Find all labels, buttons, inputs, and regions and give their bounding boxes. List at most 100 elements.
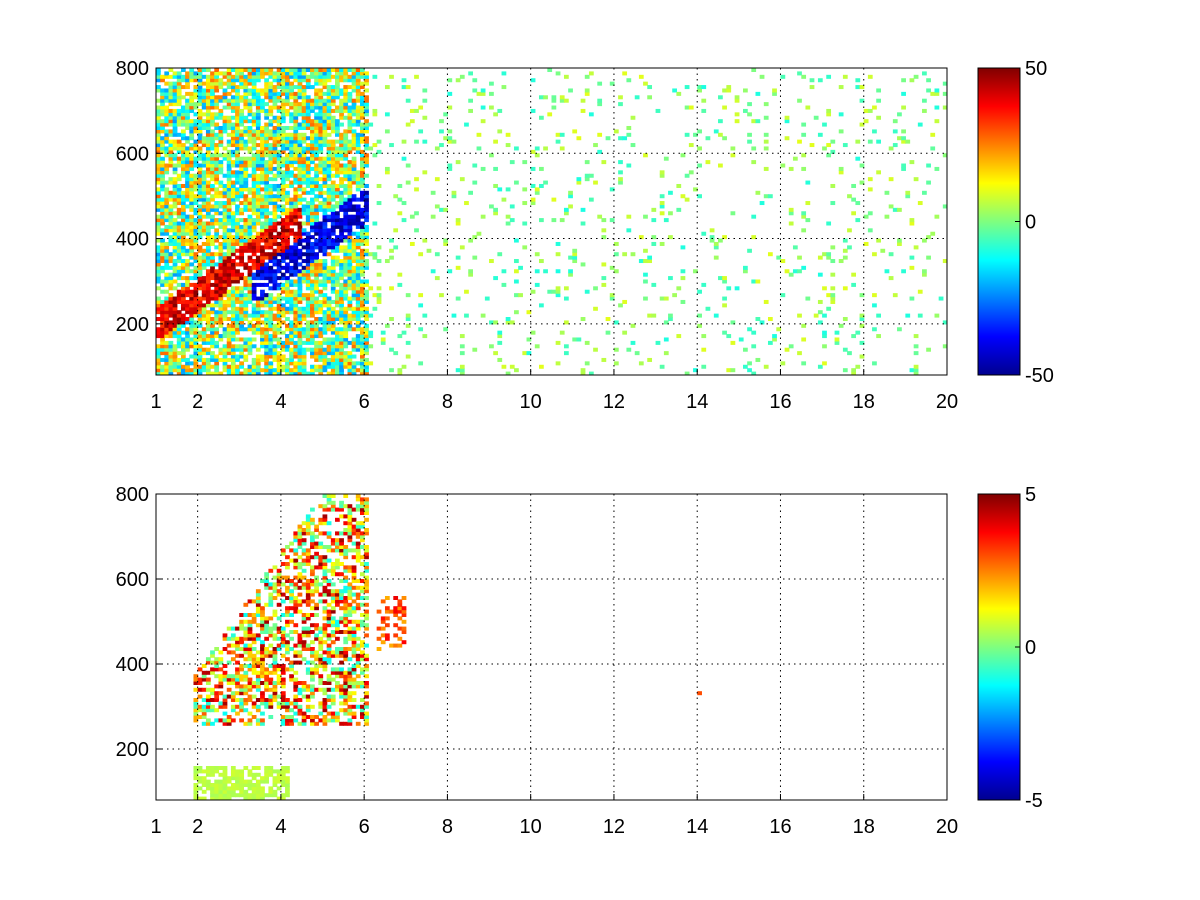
heatmap-cell	[351, 105, 357, 110]
heatmap-cell	[651, 218, 657, 223]
heatmap-cell	[534, 269, 540, 274]
heatmap-cell	[205, 98, 211, 103]
heatmap-cell	[330, 224, 336, 229]
heatmap-cell	[455, 160, 461, 165]
heatmap-cell	[235, 667, 240, 672]
heatmap-cell	[210, 667, 215, 672]
heatmap-cell	[293, 330, 299, 335]
heatmap-cell	[193, 221, 199, 226]
heatmap-cell	[205, 289, 211, 294]
heatmap-cell	[180, 238, 186, 243]
heatmap-cell	[251, 122, 257, 127]
heatmap-cell	[285, 248, 290, 253]
heatmap-cell	[210, 310, 215, 315]
heatmap-cell	[330, 218, 336, 223]
heatmap-cell	[343, 139, 349, 144]
heatmap-cell	[318, 146, 324, 151]
heatmap-cell	[418, 105, 424, 110]
heatmap-cell	[239, 231, 245, 236]
heatmap-cell	[359, 160, 365, 165]
heatmap-cell	[872, 293, 877, 298]
heatmap-cell	[172, 108, 178, 113]
heatmap-cell	[497, 334, 503, 339]
heatmap-cell	[539, 166, 544, 171]
heatmap-cell	[359, 136, 365, 141]
heatmap-cell	[905, 194, 911, 199]
heatmap-cell	[264, 204, 270, 209]
heatmap-cell	[210, 769, 215, 774]
heatmap-cell	[260, 68, 265, 73]
heatmap-cell	[197, 364, 203, 369]
heatmap-cell	[747, 368, 752, 373]
heatmap-cell	[255, 327, 261, 332]
heatmap-cell	[339, 361, 344, 366]
heatmap-cell	[255, 190, 261, 195]
heatmap-cell	[601, 228, 607, 233]
heatmap-cell	[859, 85, 865, 90]
heatmap-cell	[364, 173, 369, 178]
heatmap-cell	[189, 344, 195, 349]
heatmap-cell	[747, 112, 752, 117]
heatmap-cell	[359, 214, 365, 219]
heatmap-cell	[193, 245, 199, 250]
heatmap-cell	[297, 180, 303, 185]
heatmap-cell	[193, 146, 199, 151]
heatmap-cell	[326, 88, 332, 93]
heatmap-cell	[243, 633, 249, 638]
heatmap-cell	[218, 259, 224, 264]
heatmap-cell	[293, 125, 299, 130]
heatmap-cell	[447, 105, 453, 110]
heatmap-cell	[680, 276, 686, 281]
heatmap-cell	[255, 98, 261, 103]
heatmap-cell	[247, 650, 253, 655]
heatmap-cell	[497, 252, 503, 257]
heatmap-cell	[330, 262, 336, 267]
heatmap-cell	[863, 108, 869, 113]
heatmap-cell	[264, 354, 270, 359]
heatmap-cell	[534, 252, 540, 257]
heatmap-cell	[347, 122, 353, 127]
heatmap-cell	[930, 132, 936, 137]
heatmap-cell	[185, 197, 190, 202]
heatmap-cell	[680, 299, 686, 304]
heatmap-cell	[364, 160, 369, 165]
heatmap-cell	[551, 98, 557, 103]
heatmap-cell	[243, 221, 249, 226]
heatmap-cell	[293, 204, 299, 209]
heatmap-cell	[197, 776, 203, 781]
heatmap-cell	[160, 221, 165, 226]
heatmap-cell	[210, 177, 215, 182]
heatmap-cell	[359, 194, 365, 199]
heatmap-cell	[205, 279, 211, 284]
heatmap-cell	[297, 262, 303, 267]
heatmap-cell	[222, 262, 228, 267]
heatmap-cell	[318, 91, 324, 96]
x-ticks-1: 1 2 4 6 8 10 12 14 16 18 20	[150, 369, 958, 413]
heatmap-cell	[289, 197, 294, 202]
heatmap-cell	[197, 769, 203, 774]
heatmap-cell	[343, 71, 349, 76]
heatmap-cell	[268, 160, 274, 165]
heatmap-cell	[264, 71, 270, 76]
heatmap-cell	[767, 317, 773, 322]
heatmap-cell	[347, 108, 353, 113]
heatmap-cell	[235, 146, 240, 151]
heatmap-cell	[343, 265, 349, 270]
heatmap-cell	[189, 276, 195, 281]
heatmap-cell	[210, 78, 215, 83]
heatmap-cell	[272, 259, 278, 264]
heatmap-cell	[243, 613, 249, 617]
heatmap-cell	[205, 670, 211, 675]
heatmap-cell	[205, 340, 211, 345]
heatmap-cell	[168, 296, 174, 301]
heatmap-cell	[230, 74, 236, 79]
heatmap-cell	[268, 119, 274, 124]
heatmap-cell	[588, 71, 594, 76]
heatmap-cell	[251, 371, 257, 375]
heatmap-cell	[901, 136, 906, 141]
heatmap-cell	[351, 340, 357, 345]
heatmap-cell	[226, 105, 232, 110]
heatmap-cell	[613, 269, 619, 274]
heatmap-cell	[176, 183, 182, 188]
heatmap-cell	[305, 74, 311, 79]
